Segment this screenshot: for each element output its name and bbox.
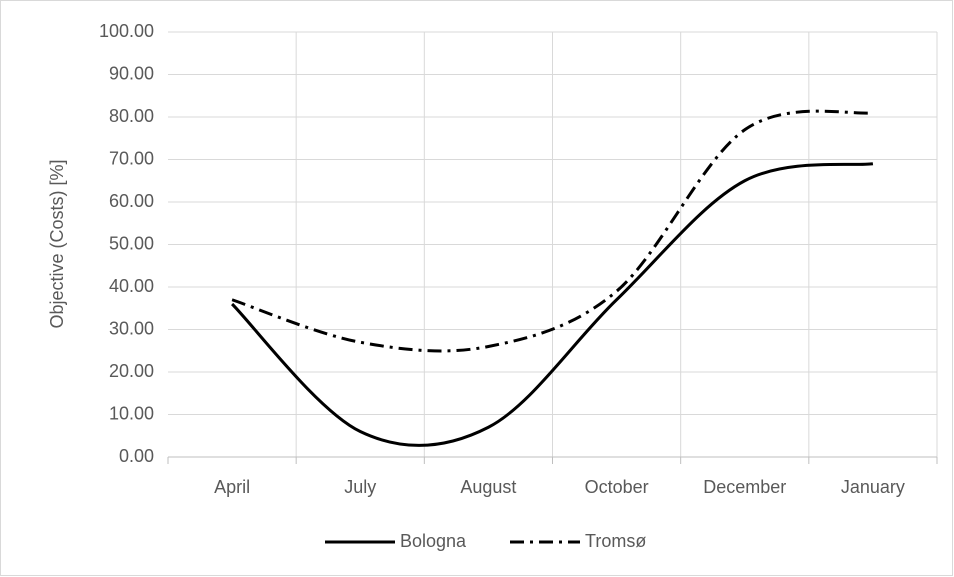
- legend-label: Tromsø: [585, 531, 646, 551]
- x-tick-label: October: [585, 477, 649, 497]
- y-tick-label: 90.00: [109, 63, 154, 83]
- y-axis-label: Objective (Costs) [%]: [47, 159, 67, 328]
- y-tick-label: 80.00: [109, 106, 154, 126]
- x-tick-label: December: [703, 477, 786, 497]
- x-tick-label: January: [841, 477, 905, 497]
- series-line: [231, 109, 874, 353]
- y-tick-label: 10.00: [109, 403, 154, 423]
- y-tick-label: 40.00: [109, 276, 154, 296]
- x-tick-label: April: [214, 477, 250, 497]
- y-tick-label: 60.00: [109, 191, 154, 211]
- y-tick-label: 70.00: [109, 148, 154, 168]
- legend-label: Bologna: [400, 531, 467, 551]
- series-line: [231, 162, 874, 447]
- y-tick-label: 20.00: [109, 361, 154, 381]
- y-tick-label: 50.00: [109, 233, 154, 253]
- y-tick-label: 0.00: [119, 446, 154, 466]
- x-tick-label: August: [460, 477, 516, 497]
- x-tick-label: July: [344, 477, 376, 497]
- y-tick-label: 30.00: [109, 318, 154, 338]
- y-tick-label: 100.00: [99, 21, 154, 41]
